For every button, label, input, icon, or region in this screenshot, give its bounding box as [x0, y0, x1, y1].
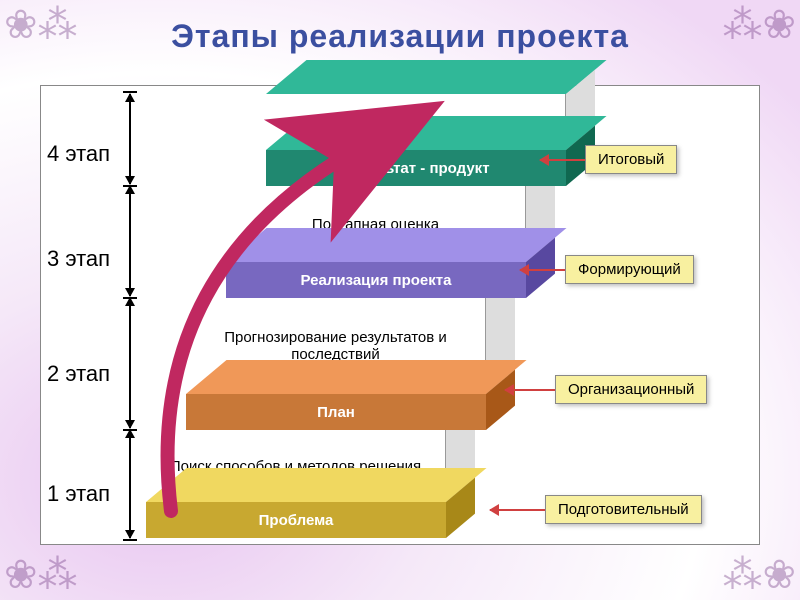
axis-label: 3 этап	[41, 246, 136, 272]
axis-labels: 4 этап 3 этап 2 этап 1 этап	[41, 86, 136, 544]
axis-arrow-segment	[129, 94, 131, 184]
corner-decoration-br: ⁂❀	[722, 552, 796, 598]
step-tread-label: Результат - продукт	[266, 150, 566, 186]
step-top-surface	[146, 468, 487, 502]
axis-label: 2 этап	[41, 361, 136, 387]
corner-decoration-bl: ❀⁂	[4, 552, 78, 598]
step-top-surface	[186, 360, 527, 394]
axis-tick	[123, 429, 137, 431]
step-top-surface	[266, 116, 607, 150]
corner-decoration-tl: ❀⁂	[4, 2, 78, 48]
callout: Итоговый	[585, 145, 677, 174]
callout: Формирующий	[565, 255, 694, 284]
axis-tick	[123, 91, 137, 93]
axis-arrow-segment	[129, 298, 131, 428]
step-tread-label: Реализация проекта	[226, 262, 526, 298]
step-cap	[266, 60, 607, 94]
axis-arrow-segment	[129, 186, 131, 296]
axis-tick	[123, 297, 137, 299]
callout-arrow	[505, 389, 555, 391]
axis-arrow-segment	[129, 430, 131, 538]
callout-arrow	[520, 269, 565, 271]
callout: Подготовительный	[545, 495, 702, 524]
step-tread-label: План	[186, 394, 486, 430]
axis-tick	[123, 539, 137, 541]
callout-arrow	[490, 509, 545, 511]
callout-arrow	[540, 159, 585, 161]
stairs-container: Поиск способов и методов решенияПроблема…	[146, 86, 646, 544]
axis-label: 1 этап	[41, 481, 136, 507]
axis-tick	[123, 185, 137, 187]
corner-decoration-tr: ⁂❀	[722, 2, 796, 48]
page-title: Этапы реализации проекта	[0, 0, 800, 55]
step-top-surface	[226, 228, 567, 262]
callout: Организационный	[555, 375, 707, 404]
axis-label: 4 этап	[41, 141, 136, 167]
step-tread-label: Проблема	[146, 502, 446, 538]
